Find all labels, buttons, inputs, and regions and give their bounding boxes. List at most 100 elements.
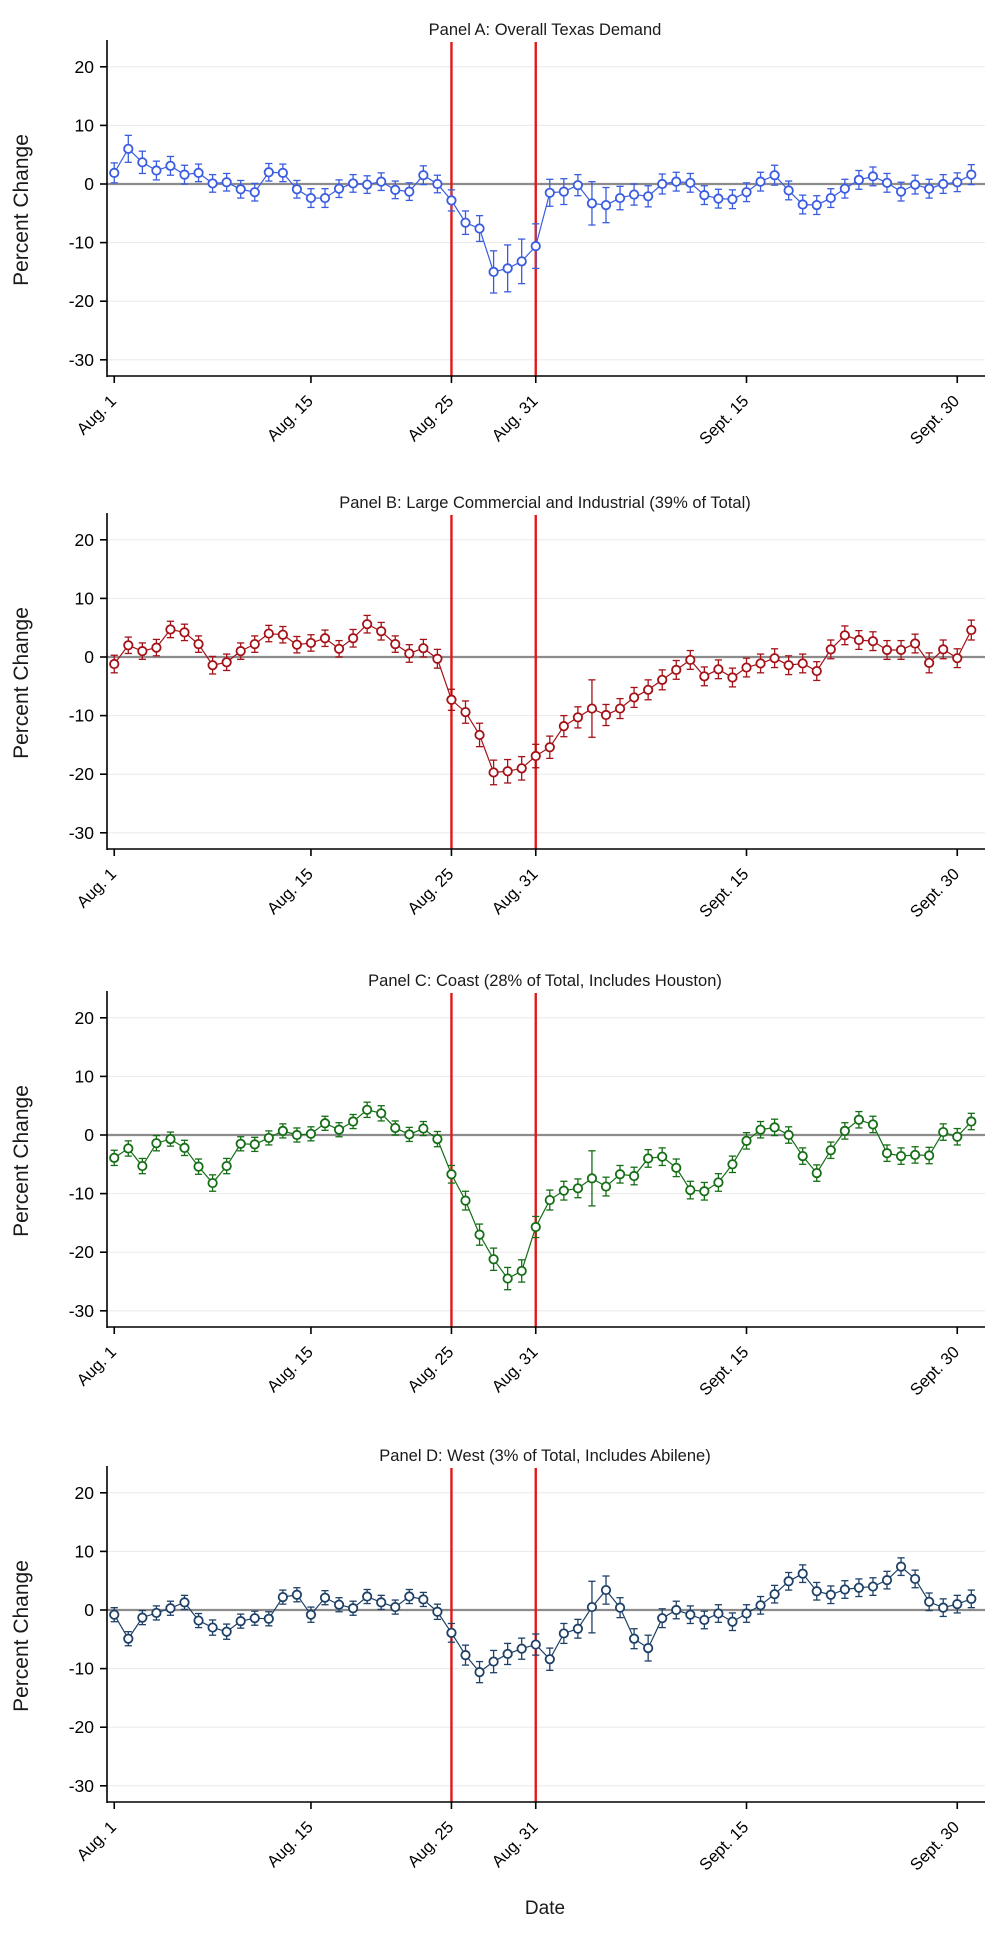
data-point <box>446 195 457 206</box>
data-point <box>221 1626 232 1637</box>
data-point <box>151 1607 162 1619</box>
data-point <box>516 763 527 774</box>
data-point <box>811 1586 822 1597</box>
panel-c-title: Panel C: Coast (28% of Total, Includes H… <box>368 972 722 990</box>
panel-b-title: Panel B: Large Commercial and Industrial… <box>339 494 751 512</box>
data-point <box>909 1149 921 1161</box>
data-point <box>797 658 808 669</box>
data-point <box>643 684 654 695</box>
y-tick-labels: 20 10 0 -10 -20 -30 <box>69 1483 95 1796</box>
x-tick-label: Aug. 31 <box>489 392 542 445</box>
data-point <box>867 171 879 182</box>
data-point <box>614 703 626 714</box>
data-point <box>952 653 963 664</box>
data-points <box>109 1104 977 1284</box>
x-tick-label: Aug. 1 <box>74 865 120 911</box>
axes <box>100 1466 985 1809</box>
data-point <box>474 729 485 741</box>
data-point <box>460 1195 471 1206</box>
data-point <box>938 1602 949 1613</box>
data-point <box>614 192 626 204</box>
data-point <box>685 654 696 666</box>
data-point <box>165 624 176 635</box>
y-tick-label: -20 <box>69 1717 95 1737</box>
data-point <box>544 1654 555 1665</box>
gridlines <box>107 1017 985 1312</box>
data-point <box>586 198 598 209</box>
axes <box>100 991 985 1334</box>
data-point <box>502 766 513 777</box>
y-tick-label: -10 <box>69 1184 95 1204</box>
y-tick-label: 10 <box>75 1066 95 1086</box>
data-point <box>783 1129 794 1141</box>
data-point <box>783 660 794 671</box>
data-point <box>235 1138 246 1149</box>
y-tick-label: 20 <box>75 1008 95 1028</box>
data-point <box>432 653 443 664</box>
x-axis-label: Date <box>524 1898 566 1919</box>
data-point <box>671 176 682 187</box>
data-point <box>305 637 317 649</box>
data-point <box>924 657 935 668</box>
data-point <box>572 712 584 723</box>
data-point <box>362 1591 373 1602</box>
data-point <box>643 191 654 202</box>
data-point <box>558 1185 569 1196</box>
y-tick-label: -30 <box>69 350 95 370</box>
data-point <box>783 1576 794 1587</box>
data-point <box>825 644 836 655</box>
error-bars <box>110 134 975 294</box>
data-point <box>867 1119 879 1130</box>
data-point <box>966 1116 977 1127</box>
data-point <box>516 256 527 267</box>
panel-d: Panel D: West (3% of Total, Includes Abi… <box>0 1428 1000 1898</box>
data-point <box>685 177 696 188</box>
data-point <box>713 1608 724 1619</box>
x-tick-label: Aug. 1 <box>74 1818 120 1864</box>
data-point <box>249 1139 260 1150</box>
data-point <box>853 1114 865 1125</box>
x-tick-label: Aug. 1 <box>74 392 120 438</box>
x-tick-labels: Aug. 1 Aug. 15 Aug. 25 Aug. 31 Sept. 15 Sept.… <box>74 1818 963 1874</box>
data-point <box>263 1613 274 1624</box>
x-tick-label: Aug. 1 <box>74 1343 120 1389</box>
data-point <box>867 636 879 647</box>
x-tick-label: Aug. 15 <box>264 865 317 918</box>
data-point <box>446 1169 457 1180</box>
data-point <box>207 660 218 671</box>
data-point <box>797 1568 808 1579</box>
data-point <box>699 1614 710 1626</box>
data-point <box>825 192 836 204</box>
data-point <box>193 639 204 650</box>
x-tick-label: Sept. 15 <box>696 1818 752 1874</box>
data-point <box>853 1582 865 1593</box>
data-point <box>109 167 120 178</box>
data-point <box>671 1604 682 1616</box>
data-points <box>109 619 977 778</box>
data-point <box>657 674 668 685</box>
data-point <box>769 1589 780 1600</box>
data-points <box>109 1561 977 1678</box>
data-point <box>909 638 921 649</box>
data-point <box>572 1183 584 1194</box>
data-point <box>460 217 471 228</box>
series-line <box>113 147 972 273</box>
data-point <box>628 1633 640 1644</box>
data-point <box>390 639 401 650</box>
data-point <box>137 646 148 657</box>
x-tick-labels: Aug. 1 Aug. 15 Aug. 25 Aug. 31 Sept. 15 Sept.… <box>74 392 963 448</box>
data-point <box>853 634 865 646</box>
data-point <box>713 664 724 675</box>
y-tick-label: 20 <box>75 1483 95 1503</box>
data-point <box>446 1627 457 1638</box>
data-point <box>123 640 134 651</box>
data-point <box>249 1613 260 1624</box>
data-point <box>291 639 302 650</box>
data-point <box>657 1151 668 1162</box>
data-point <box>614 1602 626 1613</box>
data-point <box>446 694 457 705</box>
data-point <box>502 1273 513 1284</box>
data-point <box>347 1603 359 1614</box>
data-point <box>474 1667 485 1678</box>
